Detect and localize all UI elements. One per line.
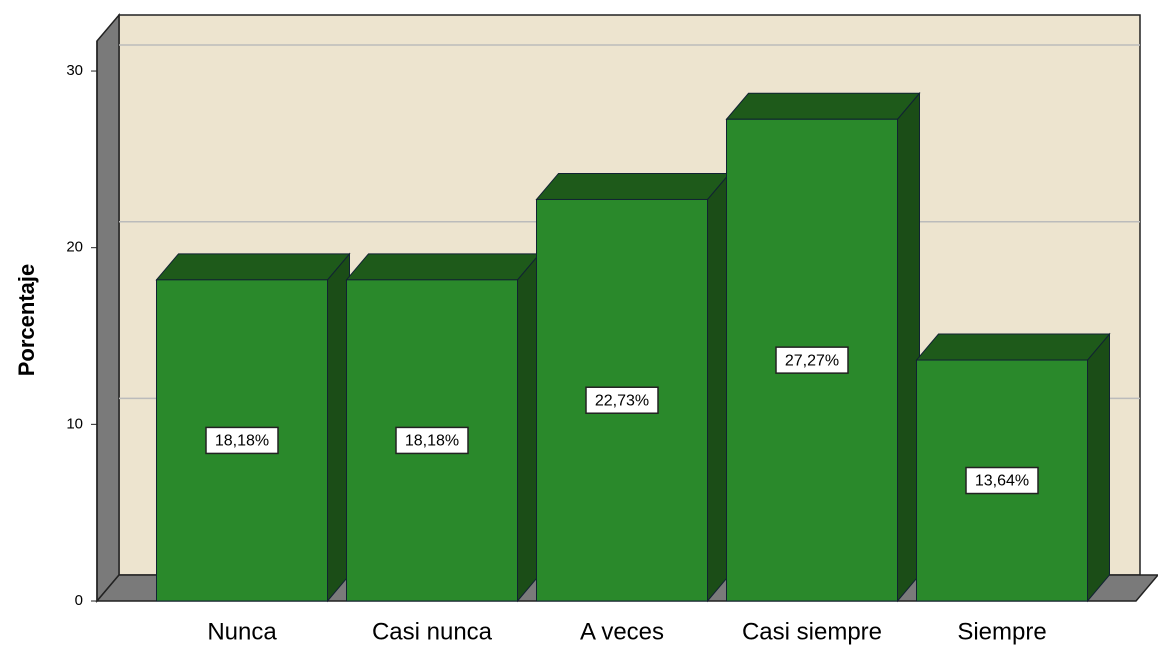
bar-side: [1087, 332, 1110, 603]
value-label: 13,64%: [975, 473, 1029, 490]
value-label-box: [205, 426, 279, 455]
y-tick-label: 10: [66, 415, 83, 432]
value-label: 18,18%: [215, 433, 269, 450]
value-label-box: [965, 466, 1039, 495]
value-label-box: [395, 426, 469, 455]
x-tick-label: Casi siempre: [742, 618, 882, 645]
y-tick-label: 20: [66, 239, 83, 256]
bar-top: [345, 253, 541, 281]
bar-top: [155, 253, 351, 281]
x-tick-label: A veces: [580, 618, 664, 645]
y-tick-label: 30: [66, 62, 83, 79]
x-tick-label: Siempre: [957, 618, 1046, 645]
bar-top: [535, 172, 731, 200]
value-label-box: [775, 346, 849, 374]
value-label: 18,18%: [405, 433, 459, 450]
value-label-box: [585, 386, 659, 414]
y-tick-label: 0: [75, 592, 83, 609]
bar-top: [725, 92, 921, 120]
x-tick-label: Nunca: [207, 618, 277, 645]
value-label: 27,27%: [785, 352, 839, 369]
value-label: 22,73%: [595, 392, 649, 409]
left-wall: [96, 12, 120, 604]
y-axis-label: Porcentaje: [14, 264, 39, 377]
bar-top: [915, 333, 1111, 361]
x-tick-label: Casi nunca: [372, 618, 493, 645]
